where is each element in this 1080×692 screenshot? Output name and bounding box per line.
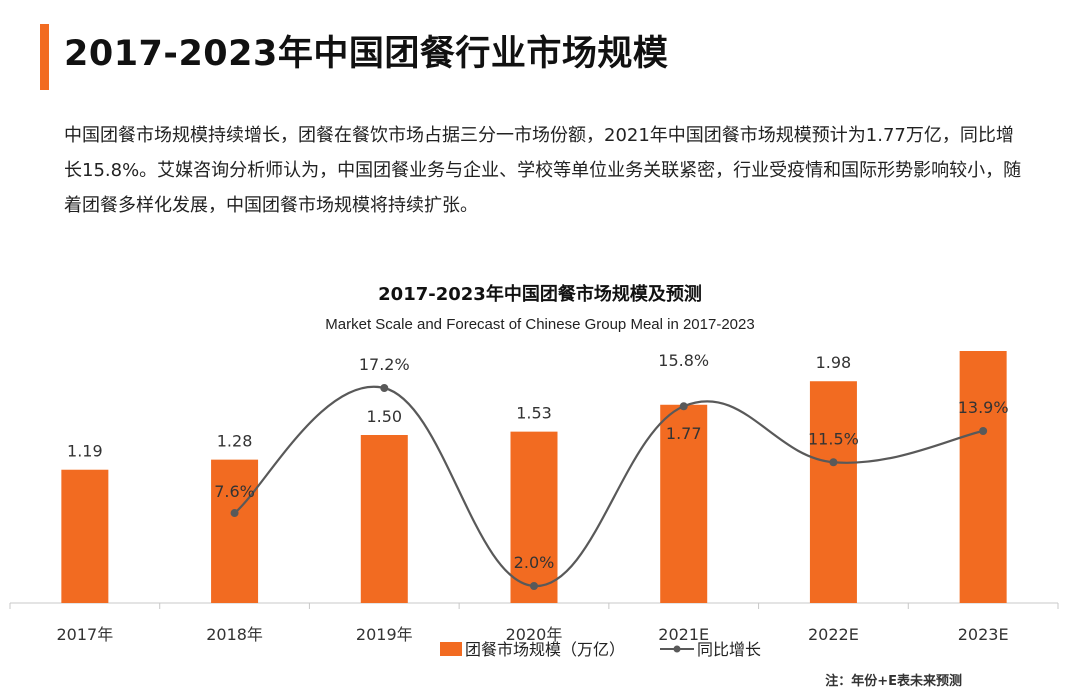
growth-point <box>829 458 838 467</box>
bar-value-label: 1.77 <box>666 424 702 443</box>
intro-paragraph: 中国团餐市场规模持续增长，团餐在餐饮市场占据三分一市场份额，2021年中国团餐市… <box>64 125 1022 216</box>
x-tick-label: 2018年 <box>206 625 263 644</box>
growth-value-label: 2.0% <box>514 553 555 572</box>
x-tick-label: 2021E <box>658 625 709 644</box>
title-accent-bar <box>40 24 49 90</box>
growth-value-label: 15.8% <box>658 351 709 370</box>
forecast-footnote: 注：年份+E表未来预测 <box>825 674 962 689</box>
bar-value-label: 2.25 <box>965 340 1001 342</box>
growth-point <box>530 582 538 590</box>
chart-subtitle: Market Scale and Forecast of Chinese Gro… <box>325 316 755 333</box>
growth-point <box>230 509 239 518</box>
bar-value-label: 1.98 <box>816 353 852 372</box>
growth-value-label: 17.2% <box>359 355 410 374</box>
bar-2020年 <box>510 431 558 603</box>
bar-value-label: 1.28 <box>217 432 253 451</box>
x-tick-label: 2019年 <box>356 625 413 644</box>
bar-2019年 <box>360 435 408 603</box>
bar-2018年 <box>211 459 259 603</box>
growth-value-label: 13.9% <box>958 398 1009 417</box>
chart-canvas: 1.19 1.28 1.50 1.53 1.77 1.98 2.25 7.6% 17.2% 2.… <box>9 340 1059 659</box>
growth-value-label: 7.6% <box>214 482 255 501</box>
legend-line-marker <box>673 645 681 653</box>
chart-title: 2017-2023年中国团餐市场规模及预测 <box>378 284 702 305</box>
legend-line-label: 同比增长 <box>697 640 761 659</box>
chart-legend: 团餐市场规模（万亿） 同比增长 <box>440 640 761 659</box>
bar-value-label: 1.53 <box>516 404 552 423</box>
growth-series-line <box>233 385 984 588</box>
bar-value-label: 1.19 <box>67 442 103 461</box>
legend-bar-swatch <box>440 642 462 656</box>
growth-point <box>380 384 389 392</box>
x-tick-label: 2017年 <box>56 625 113 644</box>
legend-bar-label: 团餐市场规模（万亿） <box>465 640 625 659</box>
growth-value-label: 11.5% <box>808 429 859 448</box>
bar-value-label: 1.50 <box>366 407 402 426</box>
bar-2017年 <box>61 469 109 603</box>
x-tick-label: 2023E <box>958 625 1009 644</box>
page-title: 2017-2023年中国团餐行业市场规模 <box>64 34 669 74</box>
bar-2023E <box>959 351 1007 603</box>
x-tick-label: 2022E <box>808 625 859 644</box>
bar-2022E <box>809 381 857 603</box>
bar-2021E <box>660 404 708 603</box>
x-tick-label: 2020年 <box>506 625 563 644</box>
growth-point <box>679 402 688 411</box>
growth-point <box>979 426 988 435</box>
